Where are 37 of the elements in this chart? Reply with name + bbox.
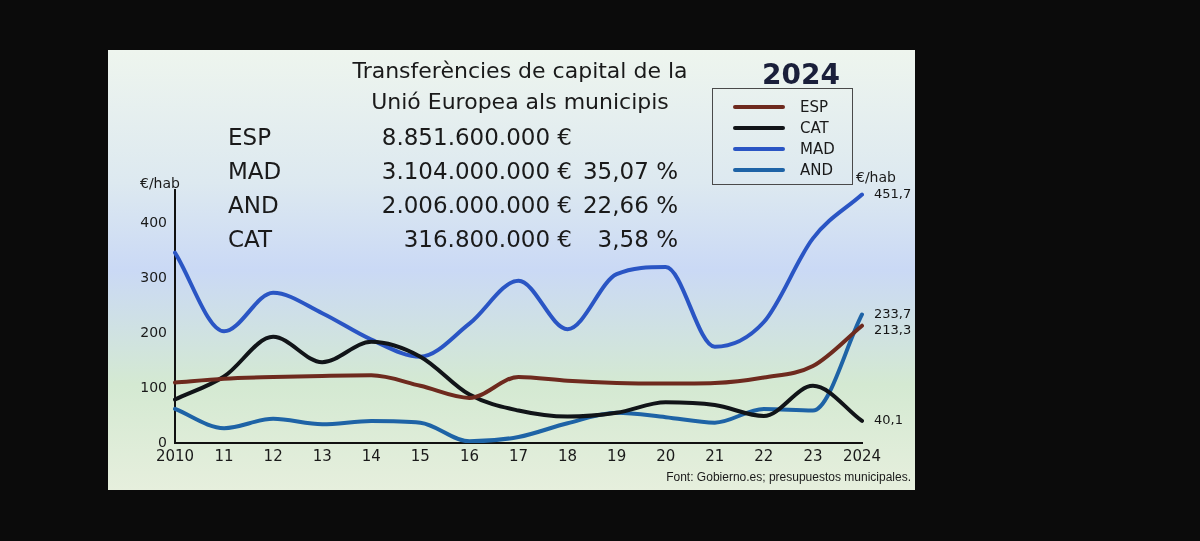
legend-label: MAD [800, 139, 835, 159]
x-tick-label: 11 [214, 446, 234, 465]
chart-title: Transferències de capital de la Unió Europea als municipis [351, 57, 689, 116]
data-label: 40,1 [874, 412, 903, 428]
legend-label: ESP [800, 97, 829, 117]
x-tick-label: 21 [705, 446, 725, 465]
y-axis-title: €/hab [140, 175, 180, 191]
x-tick-label: 2024 [842, 446, 882, 465]
y-tick-label: 400 [140, 213, 167, 230]
data-label: 233,7 [874, 305, 912, 321]
line-series [173, 323, 864, 400]
text: ESP 8.851.600.000 € [228, 124, 572, 150]
x-tick-label: 18 [558, 446, 578, 465]
x-tick-label: 19 [607, 446, 627, 465]
text: €/hab [856, 169, 896, 185]
text: MAD 3.104.000.000 € 35,07 % [228, 158, 678, 184]
x-tick-label: 14 [361, 446, 381, 465]
text: AND 2.006.000.000 € 22,66 % [228, 192, 678, 218]
x-tick-label: 13 [312, 446, 332, 465]
x-tick-label: 16 [459, 446, 479, 465]
legend-label: AND [800, 160, 834, 180]
chart-subtitle: 2024 [762, 58, 840, 91]
data-label: 213,3 [874, 321, 912, 337]
text: Font: Gobierno.es; presupuestos municipales. [666, 470, 911, 484]
y-tick-label: 200 [140, 323, 167, 340]
x-tick-label: 12 [263, 446, 283, 465]
x-tick-label: 23 [803, 446, 823, 465]
data-label: 451,7 [874, 185, 912, 201]
x-tick-label: 17 [508, 446, 529, 465]
x-tick-label: 22 [754, 446, 774, 465]
y-tick-label: 300 [140, 268, 167, 285]
legend-label: CAT [800, 118, 829, 138]
y-tick-label: 100 [140, 378, 167, 395]
x-tick-label: 15 [410, 446, 430, 465]
x-tick-label: 20 [656, 446, 676, 465]
line-series [173, 192, 864, 359]
text: CAT 316.800.000 € 3,58 % [228, 226, 678, 252]
